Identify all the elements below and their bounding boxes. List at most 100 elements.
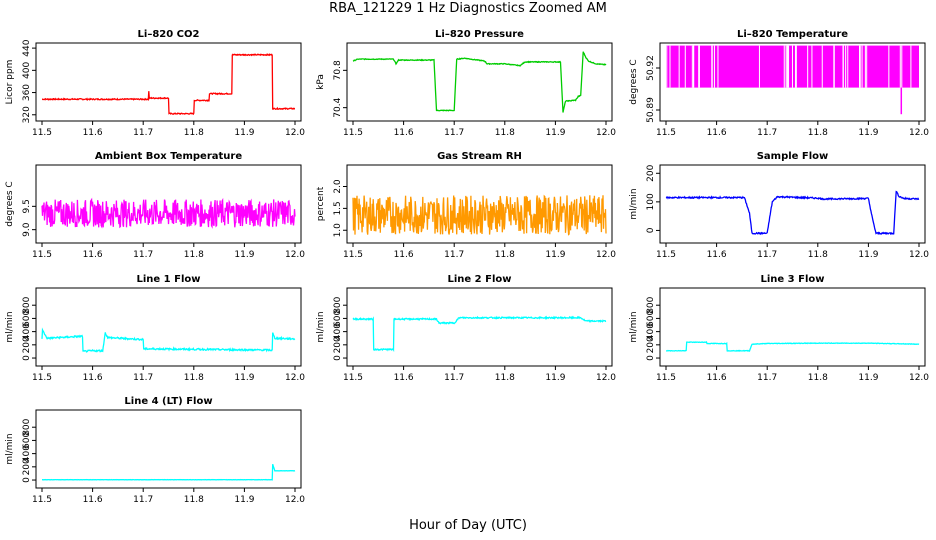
x-tick-label: 11.9 xyxy=(234,495,254,505)
x-tick-label: 11.5 xyxy=(656,128,676,138)
x-tick-label: 11.6 xyxy=(83,250,103,260)
x-tick-label: 11.6 xyxy=(83,373,103,383)
x-tick-label: 11.6 xyxy=(394,128,414,138)
y-tick-label: 600 xyxy=(333,310,343,327)
x-tick-label: 12.0 xyxy=(909,128,929,138)
plot-frame xyxy=(35,164,302,244)
x-tick-label: 11.7 xyxy=(757,128,777,138)
x-tick-label: 11.8 xyxy=(495,250,515,260)
x-tick-label: 11.5 xyxy=(343,128,363,138)
y-tick-label: 200 xyxy=(333,336,343,353)
x-tick-label: 12.0 xyxy=(285,373,305,383)
x-tick-label: 11.6 xyxy=(83,495,103,505)
plot-frame xyxy=(659,42,926,122)
x-tick-label: 12.0 xyxy=(596,373,616,383)
x-tick-label: 12.0 xyxy=(285,128,305,138)
x-tick-label: 12.0 xyxy=(285,495,305,505)
page-title: RBA_121229 1 Hz Diagnostics Zoomed AM xyxy=(329,1,607,16)
series-line xyxy=(352,194,607,236)
x-tick-label: 11.9 xyxy=(545,373,565,383)
x-tick-label: 11.5 xyxy=(32,373,52,383)
y-tick-label: 360 xyxy=(22,84,32,101)
y-tick-label: 200 xyxy=(646,164,656,181)
x-tick-label: 11.7 xyxy=(133,495,153,505)
x-tick-label: 11.5 xyxy=(656,373,676,383)
y-tick-label: 0 xyxy=(22,477,32,483)
y-tick-label: 200 xyxy=(22,336,32,353)
plot-frame xyxy=(35,287,302,367)
x-tick-label: 11.8 xyxy=(184,495,204,505)
x-tick-label: 11.9 xyxy=(234,250,254,260)
x-tick-label: 11.7 xyxy=(757,373,777,383)
x-tick-label: 11.8 xyxy=(184,128,204,138)
y-tick-label: 600 xyxy=(646,310,656,327)
x-tick-label: 11.5 xyxy=(32,128,52,138)
y-tick-label: 0 xyxy=(646,355,656,361)
y-tick-label: 400 xyxy=(333,323,343,340)
y-tick-label: 9.5 xyxy=(22,199,32,213)
y-axis-label: ml/min xyxy=(5,311,15,342)
x-tick-label: 11.6 xyxy=(394,250,414,260)
x-tick-label: 11.6 xyxy=(394,373,414,383)
x-tick-label: 12.0 xyxy=(909,250,929,260)
panel-title: Line 4 (LT) Flow xyxy=(124,396,212,407)
y-tick-label: 50.89 xyxy=(646,97,656,123)
series-line xyxy=(352,315,607,353)
x-axis-label: Hour of Day (UTC) xyxy=(409,518,527,533)
x-tick-label: 11.9 xyxy=(858,373,878,383)
panel-title: Li–820 Pressure xyxy=(435,29,524,40)
panel-title: Gas Stream RH xyxy=(437,151,522,162)
x-tick-label: 12.0 xyxy=(596,128,616,138)
x-tick-label: 11.8 xyxy=(495,373,515,383)
y-axis-label: percent xyxy=(316,186,326,221)
x-tick-label: 11.9 xyxy=(545,128,565,138)
x-tick-label: 11.9 xyxy=(545,250,565,260)
x-tick-label: 11.6 xyxy=(707,128,727,138)
series-line xyxy=(666,341,920,352)
y-axis-label: ml/min xyxy=(5,433,15,464)
plot-frame xyxy=(659,287,926,367)
y-tick-label: 800 xyxy=(646,296,656,313)
y-tick-label: 0 xyxy=(22,355,32,361)
y-tick-label: 100 xyxy=(646,193,656,210)
y-tick-label: 1.0 xyxy=(333,223,343,238)
y-tick-label: 400 xyxy=(646,323,656,340)
panel-title: Line 2 Flow xyxy=(448,274,512,285)
plot-frame xyxy=(35,409,302,489)
y-axis-label: ml/min xyxy=(316,311,326,342)
y-tick-label: 70.4 xyxy=(333,97,343,117)
y-tick-label: 320 xyxy=(22,106,32,123)
x-tick-label: 11.6 xyxy=(83,128,103,138)
x-tick-label: 11.7 xyxy=(444,250,464,260)
x-tick-label: 11.7 xyxy=(133,250,153,260)
panel-title: Li–820 Temperature xyxy=(737,29,848,40)
plot-frame xyxy=(346,287,613,367)
y-tick-label: 800 xyxy=(22,418,32,435)
series-line xyxy=(352,51,607,113)
x-tick-label: 11.7 xyxy=(444,128,464,138)
x-tick-label: 11.5 xyxy=(32,250,52,260)
y-tick-label: 1.5 xyxy=(333,201,343,215)
plot-frame xyxy=(346,164,613,244)
x-tick-label: 11.6 xyxy=(707,250,727,260)
series-line xyxy=(42,53,295,116)
x-tick-label: 11.5 xyxy=(32,495,52,505)
x-tick-label: 11.6 xyxy=(707,373,727,383)
y-tick-label: 9.0 xyxy=(22,222,32,237)
plot-frame xyxy=(346,42,613,122)
series-line xyxy=(42,464,296,481)
x-tick-label: 11.9 xyxy=(858,250,878,260)
x-tick-label: 11.7 xyxy=(133,373,153,383)
y-tick-label: 70.8 xyxy=(333,60,343,80)
y-tick-label: 800 xyxy=(22,296,32,313)
series-line xyxy=(665,190,920,236)
plot-frame xyxy=(35,42,302,122)
x-tick-label: 11.5 xyxy=(656,250,676,260)
x-tick-label: 11.9 xyxy=(234,128,254,138)
y-tick-label: 400 xyxy=(22,323,32,340)
y-axis-label: Licor ppm xyxy=(5,60,15,105)
y-tick-label: 600 xyxy=(22,432,32,449)
y-tick-label: 440 xyxy=(22,39,32,56)
y-axis-label: ml/min xyxy=(629,188,639,219)
